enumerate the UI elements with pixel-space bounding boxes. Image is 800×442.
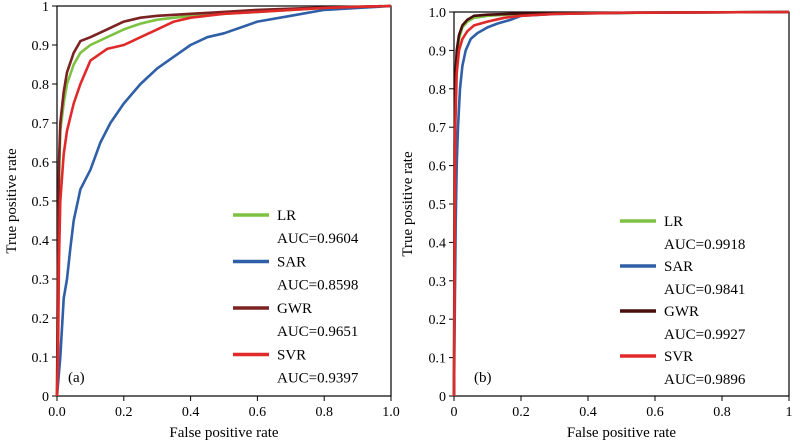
legend-auc-gwr: AUC=0.9927 xyxy=(664,327,746,343)
panel-label: (a) xyxy=(68,370,85,386)
y-tick-label: 0.6 xyxy=(32,156,50,171)
legend-label-svr: SVR xyxy=(277,348,306,364)
y-tick-label: 0.4 xyxy=(429,236,447,251)
legend-label-gwr: GWR xyxy=(277,301,312,317)
y-tick-label: 0.2 xyxy=(32,312,50,327)
x-tick-label: 0.6 xyxy=(249,405,267,420)
y-tick-label: 0 xyxy=(439,390,446,405)
y-tick-label: 0.8 xyxy=(32,78,50,93)
x-tick-label: 0.4 xyxy=(579,405,597,420)
y-axis-label: True positive rate xyxy=(4,148,20,254)
series-line-sar xyxy=(55,4,392,397)
x-tick-label: 0 xyxy=(451,405,458,420)
y-tick-label: 1 xyxy=(42,0,49,15)
y-tick-label: 0.1 xyxy=(429,352,447,367)
y-tick-label: 0.3 xyxy=(32,273,50,288)
series-line-svr xyxy=(452,10,790,397)
x-tick-label: 0.6 xyxy=(646,405,664,420)
legend-auc-lr: AUC=0.9604 xyxy=(277,231,359,247)
legend-label-svr: SVR xyxy=(664,349,693,365)
x-tick-label: 1 xyxy=(786,405,793,420)
series-line-svr xyxy=(55,4,392,397)
x-axis-label: False positive rate xyxy=(169,425,278,441)
x-tick-label: 0.2 xyxy=(115,405,133,420)
x-tick-label: 0.4 xyxy=(182,405,200,420)
legend-label-sar: SAR xyxy=(277,255,306,271)
x-axis-label: False positive rate xyxy=(567,425,676,441)
y-axis-label: True positive rate xyxy=(400,151,416,257)
y-tick-label: 0.7 xyxy=(429,121,447,136)
legend-auc-svr: AUC=0.9896 xyxy=(664,372,746,388)
y-tick-label: 0.9 xyxy=(429,44,447,59)
y-tick-label: 0.1 xyxy=(32,351,50,366)
legend-label-lr: LR xyxy=(664,214,683,230)
y-tick-label: 0.5 xyxy=(429,198,447,213)
x-tick-label: 1.0 xyxy=(382,405,400,420)
y-tick-label: 0.8 xyxy=(429,83,447,98)
y-tick-label: 0.6 xyxy=(429,160,447,175)
y-tick-label: 0 xyxy=(42,390,49,405)
legend-auc-svr: AUC=0.9397 xyxy=(277,371,359,387)
series-line-gwr xyxy=(55,4,392,397)
y-tick-label: 0.9 xyxy=(32,39,50,54)
legend-label-lr: LR xyxy=(277,208,296,224)
y-tick-label: 0.4 xyxy=(32,234,50,249)
legend-label-sar: SAR xyxy=(664,259,693,275)
legend-label-gwr: GWR xyxy=(664,304,699,320)
legend-auc-gwr: AUC=0.9651 xyxy=(277,324,358,340)
legend-auc-sar: AUC=0.9841 xyxy=(664,282,745,298)
legend-auc-lr: AUC=0.9918 xyxy=(664,237,745,253)
y-tick-label: 0.7 xyxy=(32,117,50,132)
x-tick-label: 0.2 xyxy=(512,405,530,420)
x-tick-label: 0.8 xyxy=(713,405,731,420)
x-tick-label: 0.0 xyxy=(48,405,66,420)
y-tick-label: 1.0 xyxy=(429,6,447,21)
y-tick-label: 0.5 xyxy=(32,195,50,210)
panel-label: (b) xyxy=(474,370,492,386)
legend-auc-sar: AUC=0.8598 xyxy=(277,278,358,294)
x-tick-label: 0.8 xyxy=(315,405,333,420)
y-tick-label: 0.3 xyxy=(429,275,447,290)
y-tick-label: 0.2 xyxy=(429,313,447,328)
